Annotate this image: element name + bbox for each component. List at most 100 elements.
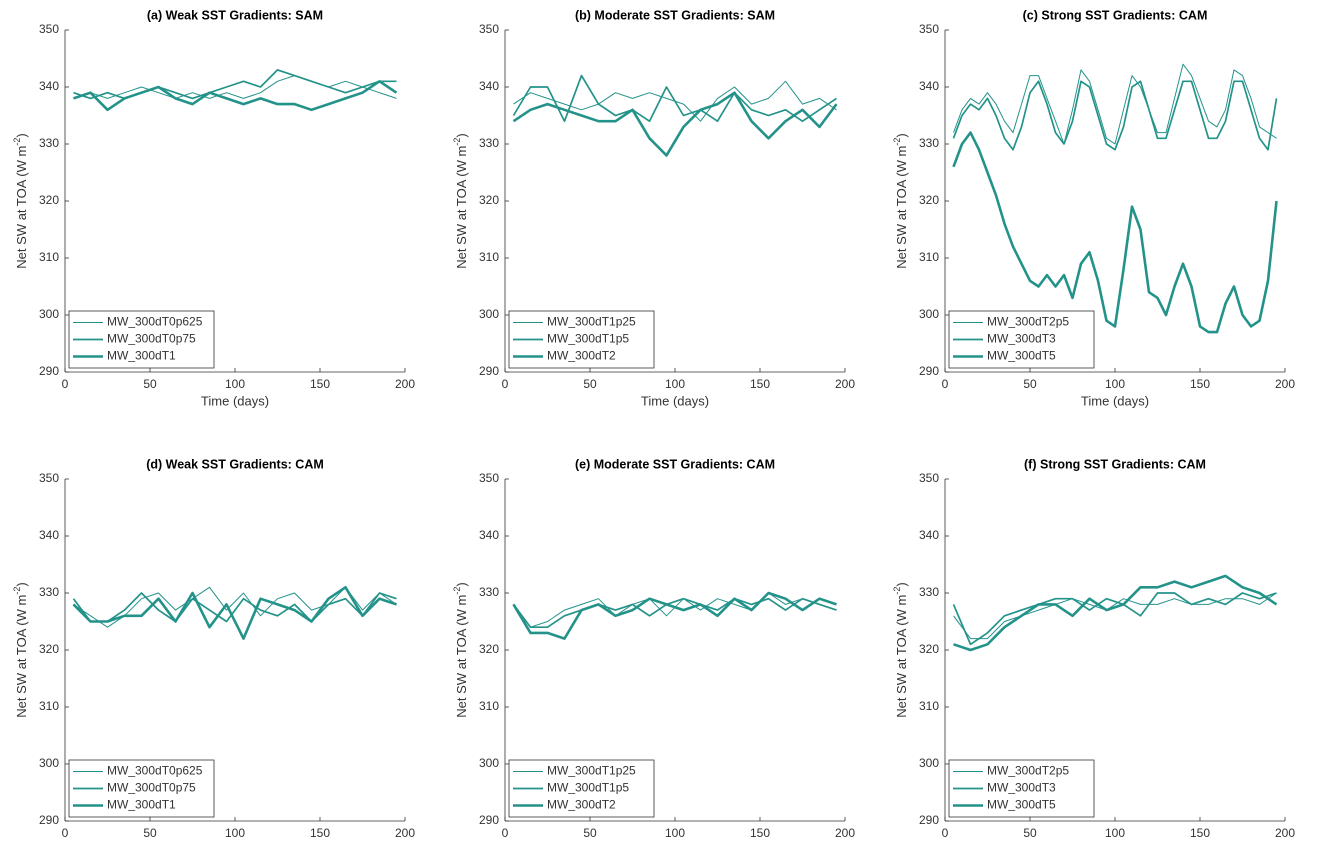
y-tick-label: 300	[479, 307, 499, 321]
legend-label: MW_300dT0p75	[107, 332, 196, 346]
y-tick-label: 340	[39, 528, 59, 542]
series-line	[512, 74, 837, 123]
y-tick-label: 320	[479, 193, 499, 207]
x-tick-label: 200	[395, 377, 415, 391]
y-tick-label: 340	[919, 528, 939, 542]
x-axis-label: Time (days)	[201, 393, 269, 408]
x-tick-label: 200	[1275, 377, 1295, 391]
x-axis-label: Time (days)	[1081, 393, 1149, 408]
series-line	[72, 586, 397, 640]
x-tick-label: 0	[942, 826, 949, 840]
series-line	[72, 592, 397, 623]
chart-title: (c) Strong SST Gradients: CAM	[1023, 8, 1208, 22]
legend-label: MW_300dT0p75	[107, 781, 196, 795]
x-tick-label: 200	[835, 377, 855, 391]
y-axis-label-part: Net SW at TOA (W m	[894, 595, 909, 718]
series-line	[512, 597, 837, 629]
x-tick-label: 150	[750, 826, 770, 840]
x-tick-label: 50	[583, 826, 597, 840]
y-tick-label: 290	[39, 813, 59, 827]
y-axis-label-part: -2	[892, 587, 902, 595]
legend-label: MW_300dT2p5	[987, 764, 1069, 778]
y-axis-label-part: )	[454, 582, 469, 586]
y-tick-label: 320	[39, 642, 59, 656]
y-tick-label: 290	[39, 364, 59, 378]
y-axis-label-part: -2	[452, 587, 462, 595]
y-tick-label: 320	[479, 642, 499, 656]
y-tick-label: 340	[919, 79, 939, 93]
legend-label: MW_300dT1p5	[547, 781, 629, 795]
y-axis-label-part: )	[14, 133, 29, 137]
y-axis-label: Net SW at TOA (W m-2)	[892, 133, 909, 268]
legend-label: MW_300dT1p25	[547, 764, 636, 778]
x-tick-label: 150	[1190, 826, 1210, 840]
x-tick-label: 0	[942, 377, 949, 391]
y-axis-label-part: )	[14, 582, 29, 586]
y-tick-label: 350	[479, 22, 499, 36]
y-tick-label: 290	[919, 813, 939, 827]
series-line	[953, 592, 1277, 640]
x-tick-label: 100	[225, 377, 245, 391]
x-tick-label: 100	[665, 377, 685, 391]
series-line	[513, 592, 837, 628]
y-axis-label: Net SW at TOA (W m-2)	[12, 582, 29, 717]
legend-label: MW_300dT0p625	[107, 764, 203, 778]
legend-label: MW_300dT5	[987, 798, 1056, 812]
legend-label: MW_300dT2	[547, 798, 616, 812]
y-axis-label-part: )	[454, 133, 469, 137]
y-axis-label-part: Net SW at TOA (W m	[894, 146, 909, 269]
legend-label: MW_300dT2	[547, 349, 616, 363]
x-tick-label: 100	[225, 826, 245, 840]
y-tick-label: 310	[919, 699, 939, 713]
legend-label: MW_300dT1	[107, 349, 176, 363]
y-axis-label: Net SW at TOA (W m-2)	[452, 133, 469, 268]
y-tick-label: 300	[919, 756, 939, 770]
series-line	[952, 592, 1277, 646]
series-line	[512, 591, 837, 640]
x-tick-label: 50	[1023, 377, 1037, 391]
y-tick-label: 350	[39, 471, 59, 485]
y-tick-label: 350	[919, 471, 939, 485]
y-axis-label: Net SW at TOA (W m-2)	[452, 582, 469, 717]
y-axis-label-part: Net SW at TOA (W m	[454, 595, 469, 718]
series-line	[512, 91, 838, 157]
x-tick-label: 50	[143, 826, 157, 840]
y-axis-label-part: -2	[892, 138, 902, 146]
y-tick-label: 310	[39, 699, 59, 713]
y-tick-label: 350	[919, 22, 939, 36]
y-tick-label: 290	[479, 364, 499, 378]
x-tick-label: 0	[62, 826, 69, 840]
y-tick-label: 300	[39, 307, 59, 321]
legend-label: MW_300dT2p5	[987, 315, 1069, 329]
y-tick-label: 300	[39, 756, 59, 770]
x-tick-label: 200	[395, 826, 415, 840]
y-axis-label-part: )	[894, 133, 909, 137]
y-axis-label-part: -2	[12, 138, 22, 146]
legend-label: MW_300dT1p25	[547, 315, 636, 329]
legend-label: MW_300dT0p625	[107, 315, 203, 329]
series-line	[73, 69, 397, 100]
y-tick-label: 300	[479, 756, 499, 770]
series-line	[952, 80, 1278, 151]
y-axis-label-part: )	[894, 582, 909, 586]
chart-title: (e) Moderate SST Gradients: CAM	[575, 457, 775, 471]
y-tick-label: 330	[479, 585, 499, 599]
x-tick-label: 150	[310, 377, 330, 391]
y-tick-label: 330	[919, 136, 939, 150]
series-line	[953, 574, 1278, 652]
x-tick-label: 100	[1105, 826, 1125, 840]
y-tick-label: 350	[39, 22, 59, 36]
legend-label: MW_300dT5	[987, 349, 1056, 363]
y-axis-label: Net SW at TOA (W m-2)	[892, 582, 909, 717]
legend-label: MW_300dT1p5	[547, 332, 629, 346]
y-tick-label: 310	[479, 699, 499, 713]
x-tick-label: 100	[1105, 377, 1125, 391]
series-line	[953, 63, 1277, 145]
y-tick-label: 340	[479, 528, 499, 542]
y-tick-label: 310	[39, 250, 59, 264]
x-tick-label: 200	[835, 826, 855, 840]
x-axis-label: Time (days)	[641, 393, 709, 408]
y-tick-label: 340	[39, 79, 59, 93]
x-tick-label: 150	[310, 826, 330, 840]
